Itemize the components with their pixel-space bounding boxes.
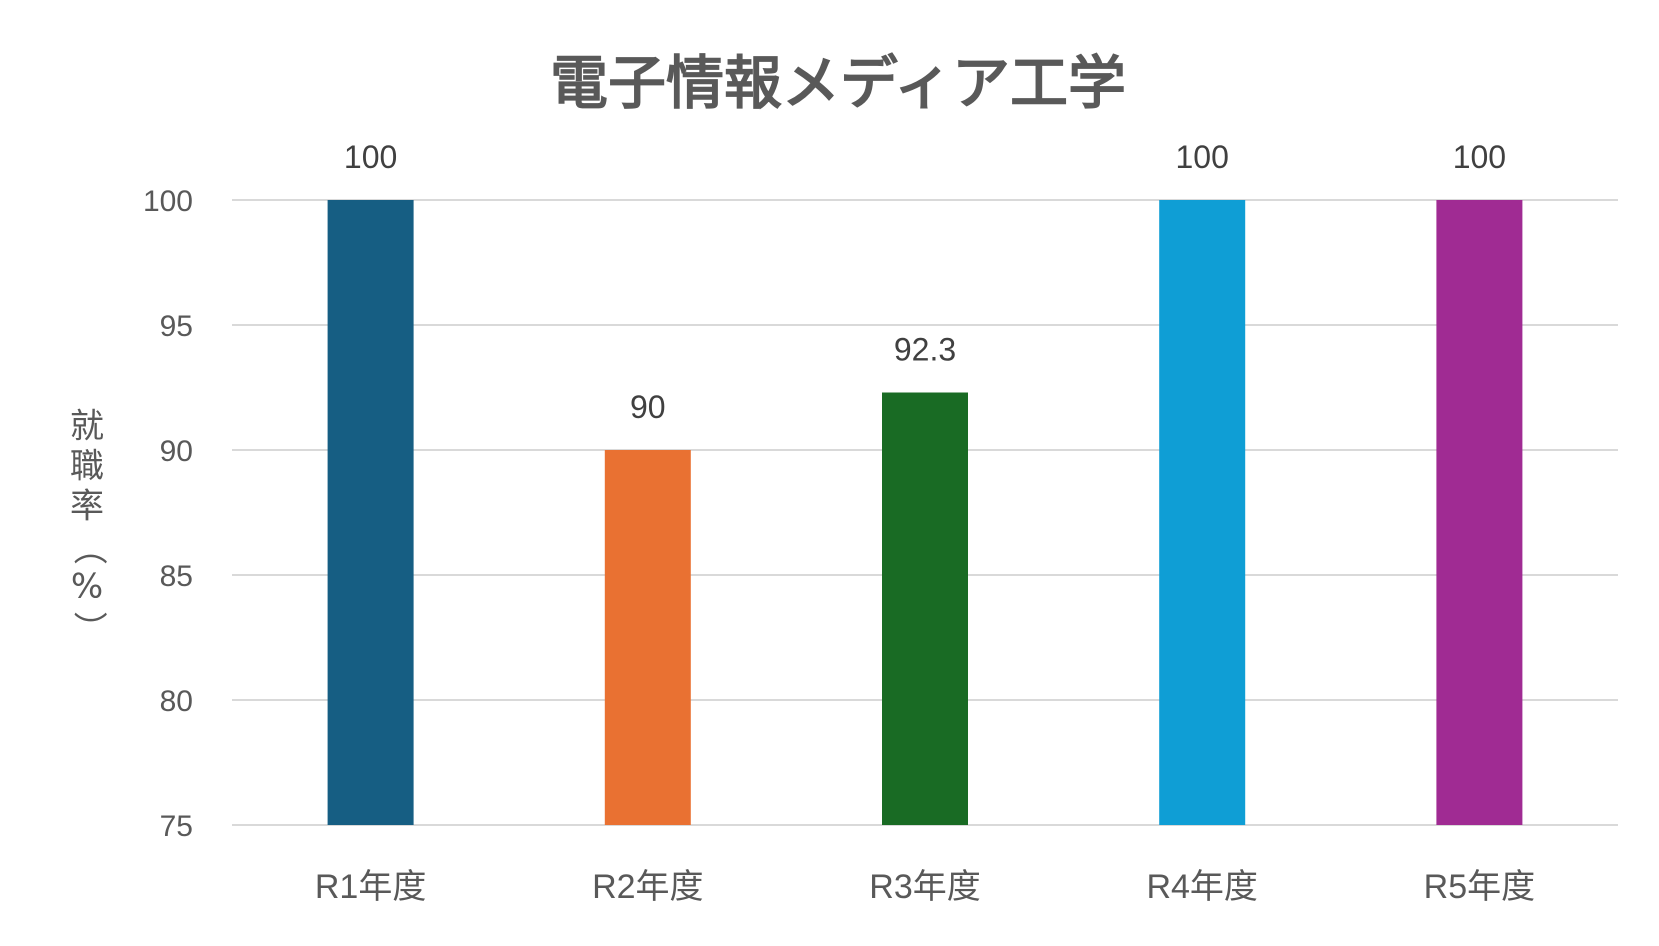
y-tick-label: 80 [160, 685, 193, 718]
y-axis-label-char: % [71, 567, 103, 607]
bar-3 [882, 392, 968, 825]
y-tick-label: 100 [143, 185, 193, 218]
x-axis-categories: R1年度 R2年度 R3年度 R4年度 R5年度 [315, 868, 1535, 906]
y-axis-label-char: ） [69, 611, 109, 645]
data-label-5: 100 [1453, 139, 1506, 175]
data-label-1: 100 [344, 139, 397, 175]
x-category-label: R4年度 [1146, 868, 1257, 906]
y-tick-label: 90 [160, 435, 193, 468]
chart-title: 電子情報メディア工学 [550, 49, 1126, 117]
data-label-2: 90 [630, 389, 666, 425]
bar-4 [1159, 200, 1246, 825]
data-label-4: 100 [1176, 139, 1229, 175]
y-axis-ticks: 75 80 85 90 95 100 [143, 185, 193, 843]
bar-5 [1436, 200, 1523, 825]
data-label-3: 92.3 [894, 332, 956, 368]
x-category-label: R5年度 [1424, 868, 1535, 906]
data-labels: 100 90 92.3 100 100 [344, 139, 1506, 425]
y-axis-label-char: 率 [70, 487, 104, 527]
y-tick-label: 85 [160, 560, 193, 593]
y-tick-label: 75 [160, 810, 193, 843]
x-category-label: R1年度 [315, 868, 426, 906]
bar-2 [604, 450, 691, 825]
y-axis-label-char: （ [69, 531, 109, 565]
x-category-label: R2年度 [592, 868, 703, 906]
bar-1 [327, 200, 414, 825]
y-tick-label: 95 [160, 310, 193, 343]
y-axis-label: 就職率 （% ） [69, 407, 109, 646]
x-category-label: R3年度 [869, 868, 980, 906]
bars [327, 200, 1523, 825]
y-axis-label-char: 就 [70, 407, 104, 447]
y-axis-label-char: 職 [70, 447, 104, 487]
